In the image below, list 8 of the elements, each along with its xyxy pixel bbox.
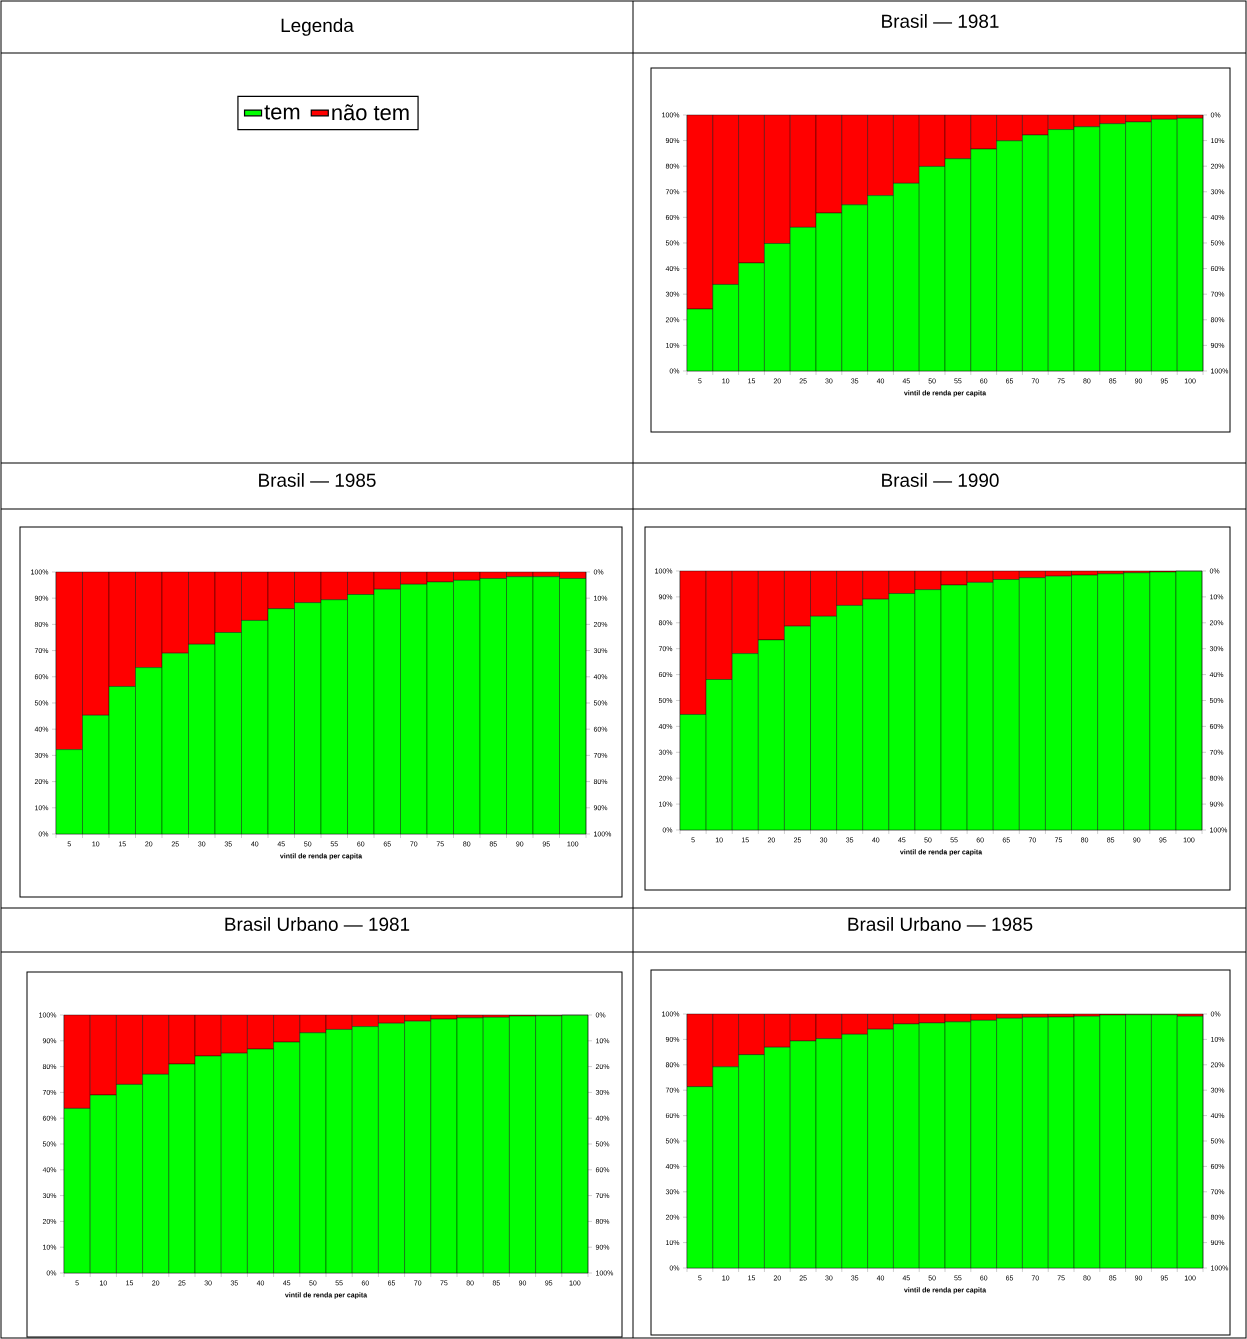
chart-title: Brasil Urbano — 1981 [225,917,410,931]
chart-title: Brasil — 1990 [882,473,999,487]
text: Legenda [281,18,354,36]
legend-label: tem [264,105,300,120]
chart-title: Brasil — 1981 [882,14,999,28]
chart-title: Brasil Urbano — 1985 [848,917,1033,931]
legend-label: não tem [332,104,409,121]
chart-title: Brasil — 1985 [259,473,376,487]
